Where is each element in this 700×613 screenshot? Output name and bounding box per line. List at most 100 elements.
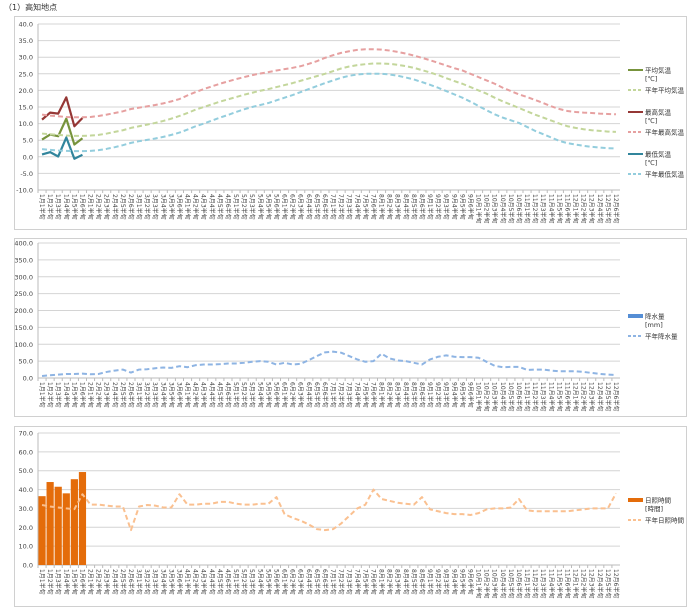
x-tick-label: 11月3半旬: [539, 382, 547, 411]
x-tick-label: 9月4半旬: [450, 382, 458, 408]
x-tick-label: 6月1半旬: [281, 194, 289, 220]
x-tick-label: 10月2半旬: [483, 194, 491, 223]
y-tick-label: 200.0: [14, 307, 33, 315]
x-tick-label: 3月3半旬: [151, 382, 159, 408]
x-tick-label: 2月5半旬: [119, 569, 127, 595]
y-tick-label: 20.0: [19, 524, 33, 532]
x-tick-label: 2月4半旬: [111, 382, 119, 408]
x-tick-label: 6月3半旬: [297, 382, 305, 408]
x-tick-label: 9月3半旬: [442, 382, 450, 408]
x-tick-label: 4月4半旬: [208, 194, 216, 220]
x-tick-label: 5月4半旬: [256, 569, 264, 595]
x-tick-label: 12月6半旬: [612, 194, 620, 223]
x-tick-label: 1月1半旬: [38, 382, 46, 408]
x-tick-label: 12月5半旬: [604, 194, 612, 223]
legend-entry: 平年平均気温: [628, 86, 685, 95]
legend-entry: 平年最低気温: [628, 170, 685, 179]
bar: [38, 496, 46, 565]
x-tick-label: 6月2半旬: [289, 569, 297, 595]
y-tick-label: 0.0: [23, 153, 33, 161]
x-tick-label: 5月3半旬: [248, 569, 256, 595]
legend-unit: [℃]: [645, 159, 657, 167]
x-tick-label: 8月1半旬: [378, 194, 386, 220]
x-tick-label: 8月3半旬: [394, 382, 402, 408]
x-tick-label: 12月3半旬: [588, 569, 596, 598]
x-tick-label: 8月2半旬: [386, 194, 394, 220]
x-tick-label: 5月3半旬: [248, 194, 256, 220]
x-tick-label: 8月2半旬: [386, 382, 394, 408]
x-tick-label: 1月3半旬: [54, 569, 62, 595]
x-tick-label: 7月2半旬: [337, 569, 345, 595]
x-tick-label: 2月1半旬: [87, 194, 95, 220]
y-tick-label: 400.0: [14, 240, 33, 248]
x-tick-label: 11月4半旬: [547, 194, 555, 223]
x-tick-label: 12月5半旬: [604, 569, 612, 598]
x-tick-label: 6月2半旬: [289, 382, 297, 408]
x-tick-label: 1月5半旬: [70, 569, 78, 595]
legend-entry: 平年降水量: [628, 332, 678, 341]
x-tick-label: 8月4半旬: [402, 382, 410, 408]
x-tick-label: 12月1半旬: [572, 194, 580, 223]
x-tick-label: 7月6半旬: [369, 194, 377, 220]
x-tick-label: 3月5半旬: [167, 382, 175, 408]
y-tick-label: 30.0: [19, 505, 33, 513]
x-tick-label: 6月3半旬: [297, 569, 305, 595]
x-tick-label: 2月2半旬: [95, 569, 103, 595]
x-tick-label: 10月1半旬: [475, 194, 483, 223]
x-tick-label: 8月5半旬: [410, 382, 418, 408]
y-tick-label: 0.0: [23, 375, 33, 383]
x-tick-label: 7月5半旬: [361, 569, 369, 595]
x-tick-label: 4月3半旬: [200, 382, 208, 408]
x-tick-label: 1月6半旬: [78, 382, 86, 408]
x-tick-label: 3月1半旬: [135, 194, 143, 220]
legend-entry: 降水量[mm]: [628, 312, 665, 329]
series-line: [41, 62, 616, 137]
x-tick-label: 3月1半旬: [135, 382, 143, 408]
x-tick-label: 2月2半旬: [95, 194, 103, 220]
x-tick-labels: 1月1半旬 1月2半旬 1月3半旬 1月4半旬 1月5半旬 1月6半旬 2月1半旬 2月2半旬…: [37, 565, 620, 598]
x-tick-label: 1月2半旬: [46, 194, 54, 220]
x-tick-label: 11月5半旬: [555, 194, 563, 223]
x-tick-label: 3月4半旬: [159, 382, 167, 408]
x-tick-label: 2月1半旬: [87, 569, 95, 595]
x-tick-label: 3月5半旬: [167, 569, 175, 595]
x-tick-label: 4月3半旬: [200, 194, 208, 220]
x-tick-label: 9月5半旬: [458, 569, 466, 595]
legend-entry: 最低気温[℃]: [628, 150, 672, 167]
x-tick-label: 5月4半旬: [256, 382, 264, 408]
x-tick-label: 11月1半旬: [523, 569, 531, 598]
y-tick-label: -5.0: [20, 170, 33, 178]
x-tick-label: 6月4半旬: [305, 194, 313, 220]
x-tick-label: 11月6半旬: [563, 569, 571, 598]
x-tick-label: 1月2半旬: [46, 569, 54, 595]
x-tick-label: 8月5半旬: [410, 569, 418, 595]
x-tick-label: 9月4半旬: [450, 569, 458, 595]
x-tick-label: 1月1半旬: [38, 569, 46, 595]
legend-label: 最高気温: [645, 108, 672, 117]
x-tick-label: 11月2半旬: [531, 194, 539, 223]
x-tick-label: 11月6半旬: [563, 194, 571, 223]
x-tick-label: 7月1半旬: [329, 382, 337, 408]
legend-entry: 平均気温[℃]: [628, 66, 672, 83]
x-tick-label: 10月3半旬: [491, 194, 499, 223]
x-tick-label: 10月3半旬: [491, 569, 499, 598]
x-tick-label: 4月3半旬: [200, 569, 208, 595]
x-tick-label: 1月4半旬: [62, 382, 70, 408]
x-tick-label: 12月2半旬: [580, 569, 588, 598]
y-tick-label: 30.0: [19, 54, 33, 62]
x-tick-label: 3月6半旬: [175, 569, 183, 595]
x-tick-label: 10月5半旬: [507, 194, 515, 223]
x-tick-label: 10月5半旬: [507, 382, 515, 411]
x-tick-label: 5月6半旬: [272, 569, 280, 595]
x-tick-label: 4月2半旬: [192, 194, 200, 220]
x-tick-label: 5月4半旬: [256, 194, 264, 220]
x-tick-label: 2月6半旬: [127, 382, 135, 408]
x-tick-label: 9月6半旬: [466, 382, 474, 408]
legend-label: 降水量: [645, 312, 665, 321]
x-tick-label: 11月6半旬: [563, 382, 571, 411]
x-tick-label: 6月5半旬: [313, 382, 321, 408]
legend-label: 平年最高気温: [645, 128, 685, 137]
chart-2: 0.0 50.0 100.0 150.0 200.0 250.0 300.0 350.0 400…: [14, 240, 678, 412]
x-tick-label: 7月4半旬: [353, 569, 361, 595]
x-tick-label: 9月3半旬: [442, 194, 450, 220]
